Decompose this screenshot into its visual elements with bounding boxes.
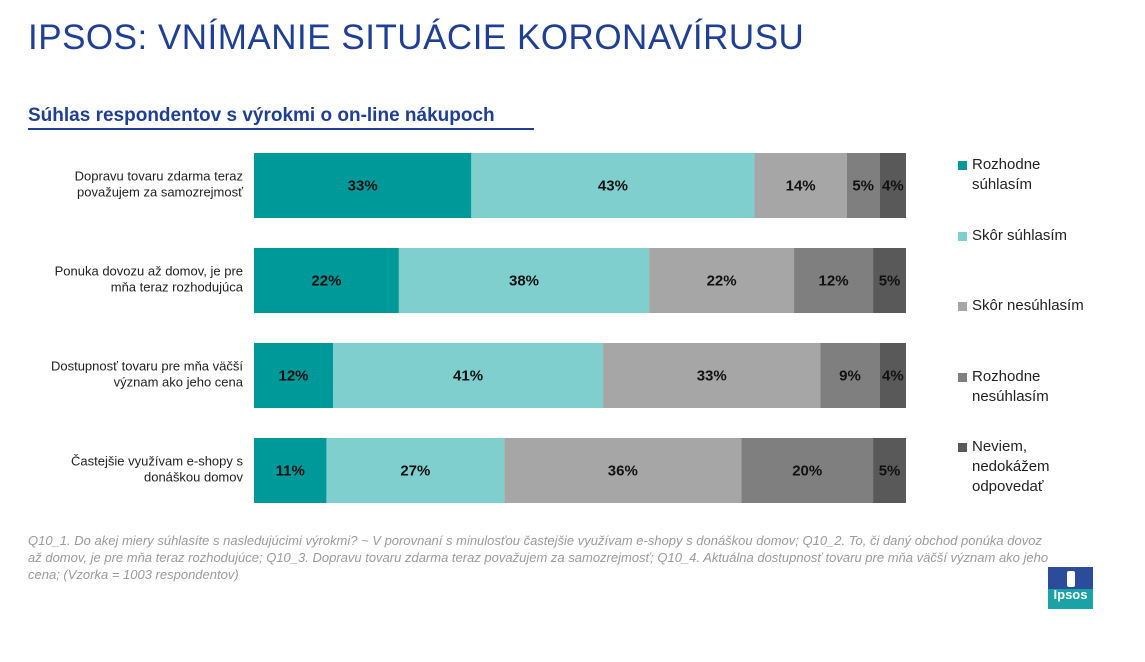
data-label: 43% [598, 178, 628, 195]
bar-segment [794, 248, 874, 313]
bar-segment [754, 153, 847, 218]
category-label: Dopravu tovaru zdarma teraz považujem za … [75, 169, 243, 200]
data-label: 12% [278, 368, 308, 385]
data-label: 27% [400, 463, 430, 480]
bar-segment [873, 248, 906, 313]
bar-segment [254, 248, 399, 313]
data-label: 5% [852, 178, 874, 195]
logo-text: Ipsos [1053, 587, 1088, 602]
bar-segment [879, 153, 906, 218]
chart-subtitle: Súhlas respondentov s výrokmi o on-line … [28, 105, 495, 126]
legend-swatch [958, 161, 967, 170]
legend-label: Neviem, nedokážem odpovedať [972, 438, 1050, 495]
data-label: 12% [819, 273, 849, 290]
bar-segment [846, 153, 880, 218]
legend-swatch [958, 443, 967, 452]
category-label: Častejšie využívam e-shopy s donáškou dom… [71, 454, 243, 485]
bar-segment [398, 248, 650, 313]
ipsos-logo: Ipsos [1048, 567, 1093, 609]
bar-segment [254, 343, 334, 408]
legend-label: Skôr súhlasím [972, 227, 1068, 244]
data-label: 22% [707, 273, 737, 290]
data-label: 20% [792, 463, 822, 480]
footnote: Q10_1. Do akej miery súhlasíte s nasledu… [28, 533, 1049, 582]
subtitle-underline [28, 128, 534, 130]
bar-segment [333, 343, 604, 408]
category-label: Ponuka dovozu až domov, je pre mňa teraz … [55, 264, 244, 295]
legend-swatch [958, 373, 967, 382]
legend-swatch [958, 232, 967, 241]
bar-segment [471, 153, 755, 218]
data-label: 4% [882, 178, 904, 195]
legend-swatch [958, 302, 967, 311]
bar-segment [603, 343, 821, 408]
data-label: 5% [879, 463, 901, 480]
bar-segment [254, 153, 472, 218]
data-label: 41% [453, 368, 483, 385]
data-label: 38% [509, 273, 539, 290]
logo-mark-icon [1067, 571, 1075, 587]
data-label: 9% [839, 368, 861, 385]
data-label: 22% [311, 273, 341, 290]
data-label: 36% [608, 463, 638, 480]
bar-segment [879, 343, 906, 408]
legend-label: Rozhodne súhlasím [972, 156, 1041, 193]
data-label: 33% [348, 178, 378, 195]
category-label: Dostupnosť tovaru pre mňa väčší význam ak… [51, 359, 244, 390]
data-label: 11% [276, 463, 305, 480]
legend-label: Rozhodne nesúhlasím [972, 368, 1049, 405]
data-label: 33% [697, 368, 727, 385]
data-label: 14% [786, 178, 816, 195]
bar-segment [254, 438, 327, 503]
data-label: 5% [879, 273, 901, 290]
bar-segment [326, 438, 505, 503]
bar-segment [504, 438, 742, 503]
bar-segment [873, 438, 906, 503]
legend-label: Skôr nesúhlasím [972, 297, 1084, 314]
bar-segment [649, 248, 795, 313]
page-title: IPSOS: VNÍMANIE SITUÁCIE KORONAVÍRUSU [28, 18, 805, 57]
bar-segment [741, 438, 874, 503]
data-label: 4% [882, 368, 904, 385]
bar-segment [820, 343, 880, 408]
